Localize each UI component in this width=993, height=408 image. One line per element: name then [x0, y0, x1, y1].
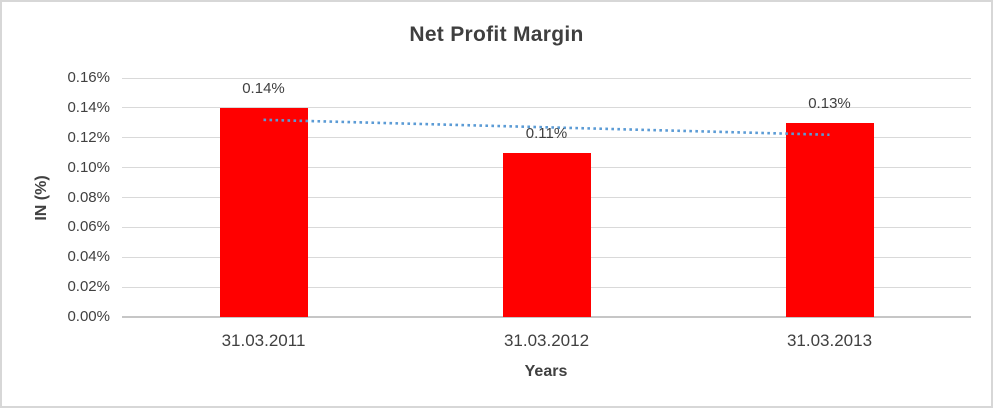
x-axis-title: Years [524, 363, 568, 380]
y-tick-label: 0.06% [67, 218, 110, 236]
y-tick-label: 0.04% [67, 248, 110, 266]
y-tick-label: 0.08% [67, 188, 110, 206]
data-label: 0.11% [525, 124, 568, 142]
data-label: 0.14% [242, 79, 285, 97]
y-tick-label: 0.02% [67, 278, 110, 296]
y-tick-label: 0.12% [67, 128, 110, 146]
y-tick-label: 0.16% [67, 69, 110, 86]
bar [785, 122, 874, 317]
bar [502, 152, 591, 317]
y-tick-label: 0.00% [67, 308, 110, 325]
data-label: 0.13% [808, 94, 851, 112]
y-tick-label: 0.10% [67, 158, 110, 176]
y-tick-label: 0.14% [67, 98, 110, 116]
x-category-label: 31.03.2013 [786, 331, 873, 350]
trendline [263, 118, 830, 137]
gridline [122, 77, 971, 79]
gridline [122, 107, 971, 109]
x-axis-line [122, 316, 971, 318]
x-category-label: 31.03.2012 [503, 331, 590, 350]
gridline [122, 137, 971, 139]
x-category-label: 31.03.2011 [221, 331, 306, 350]
bar [219, 107, 308, 317]
chart-title: Net Profit Margin [409, 23, 584, 46]
plot-area: 0.14% 0.11% 0.13% [122, 77, 971, 318]
